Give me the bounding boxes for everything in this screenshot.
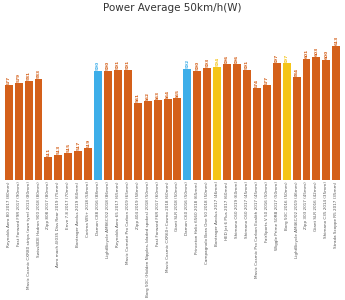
Text: 597: 597 (275, 54, 279, 63)
Text: 577: 577 (7, 76, 11, 85)
Text: 600: 600 (324, 50, 328, 59)
Text: 596: 596 (235, 55, 239, 64)
Text: 519: 519 (86, 139, 90, 148)
Bar (64, 153, 72, 300)
Bar (273, 63, 281, 300)
Bar (24, 81, 32, 300)
Bar (184, 69, 191, 300)
Bar (94, 71, 102, 300)
Text: 591: 591 (126, 60, 130, 69)
Text: 513: 513 (56, 145, 60, 154)
Bar (322, 60, 330, 300)
Text: 591: 591 (245, 60, 249, 69)
Bar (223, 64, 231, 300)
Bar (243, 70, 251, 300)
Title: Power Average 50km/h(W): Power Average 50km/h(W) (103, 3, 242, 13)
Bar (203, 68, 211, 300)
Bar (124, 70, 132, 300)
Bar (34, 79, 42, 300)
Bar (263, 85, 271, 300)
Text: 592: 592 (185, 59, 189, 68)
Text: 590: 590 (195, 61, 199, 70)
Bar (55, 155, 62, 300)
Text: 613: 613 (334, 36, 338, 45)
Text: 515: 515 (66, 143, 70, 152)
Bar (114, 70, 122, 300)
Text: 562: 562 (146, 92, 150, 101)
Bar (283, 63, 290, 300)
Bar (74, 151, 82, 300)
Bar (164, 99, 171, 300)
Text: 579: 579 (17, 73, 21, 82)
Text: 590: 590 (106, 61, 110, 70)
Bar (253, 88, 261, 300)
Bar (293, 77, 300, 300)
Text: 593: 593 (205, 58, 209, 67)
Text: 565: 565 (176, 88, 179, 98)
Text: 584: 584 (295, 68, 298, 77)
Text: 581: 581 (27, 71, 31, 80)
Text: 577: 577 (265, 76, 269, 85)
Bar (233, 64, 241, 300)
Bar (134, 103, 142, 300)
Text: 564: 564 (166, 90, 169, 99)
Bar (5, 85, 13, 300)
Bar (213, 67, 221, 300)
Text: 594: 594 (215, 57, 219, 66)
Bar (174, 98, 181, 300)
Bar (45, 157, 52, 300)
Text: 590: 590 (96, 61, 100, 70)
Bar (313, 57, 321, 300)
Bar (104, 71, 112, 300)
Text: 583: 583 (37, 69, 40, 78)
Bar (15, 83, 23, 300)
Text: 561: 561 (136, 93, 140, 102)
Text: 511: 511 (47, 147, 50, 157)
Text: 574: 574 (255, 79, 259, 88)
Bar (193, 71, 201, 300)
Text: 596: 596 (225, 55, 229, 64)
Text: 517: 517 (76, 141, 80, 150)
Text: 563: 563 (156, 91, 160, 100)
Text: 603: 603 (314, 47, 318, 56)
Bar (144, 101, 152, 300)
Text: 601: 601 (305, 49, 308, 58)
Bar (84, 148, 92, 300)
Bar (332, 46, 340, 300)
Text: 597: 597 (285, 54, 289, 63)
Bar (154, 100, 161, 300)
Text: 591: 591 (116, 60, 120, 69)
Bar (303, 59, 310, 300)
